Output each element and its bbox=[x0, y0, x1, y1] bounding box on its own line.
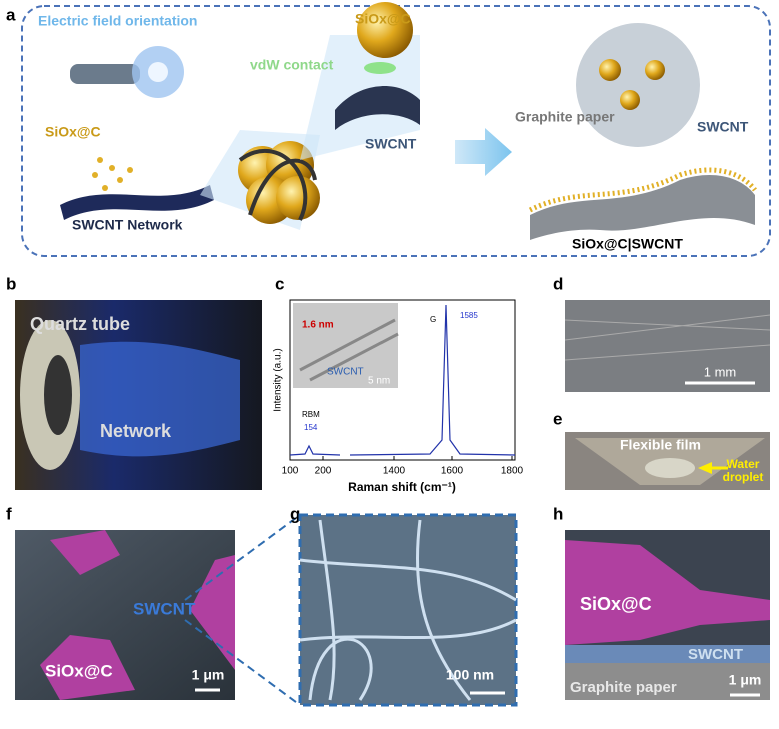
panel-label: e bbox=[553, 409, 562, 428]
sem-image bbox=[565, 300, 770, 392]
peak-label: 154 bbox=[304, 423, 318, 432]
spheres bbox=[599, 59, 665, 110]
inset-tube bbox=[309, 332, 399, 382]
peak-label: RBM bbox=[302, 410, 320, 419]
caption: SiOx@C bbox=[580, 594, 652, 614]
caption: Network bbox=[100, 421, 172, 441]
caption: Electric field orientation bbox=[38, 13, 197, 29]
inset-label: 1.6 nm bbox=[302, 320, 334, 331]
caption: Water droplet bbox=[722, 458, 764, 484]
caption: Flexible film bbox=[620, 437, 701, 453]
network-sheet bbox=[60, 185, 214, 220]
caption: SiOx@C bbox=[45, 661, 113, 680]
caption: SWCNT bbox=[688, 646, 743, 663]
graphite-paper bbox=[530, 175, 755, 240]
nanotube bbox=[335, 86, 420, 130]
spectrum bbox=[289, 304, 516, 456]
scale-label: 1 μm bbox=[192, 667, 225, 683]
coating bbox=[528, 167, 757, 213]
caption: SiOx@C|SWCNT bbox=[572, 236, 683, 252]
swcnt-layer bbox=[565, 645, 770, 663]
contact bbox=[364, 62, 396, 74]
particle bbox=[190, 555, 235, 670]
panel-label: h bbox=[553, 504, 563, 523]
scale-label: 1 μm bbox=[729, 672, 762, 688]
x-ticks: 100 200 1400 1600 1800 bbox=[282, 456, 524, 477]
caption: Graphite paper bbox=[515, 109, 615, 125]
x-axis-label: Raman shift (cm⁻¹) bbox=[348, 480, 456, 494]
caption: SiOx@C bbox=[45, 124, 101, 140]
panel-label: b bbox=[6, 274, 16, 293]
panel-label: f bbox=[6, 504, 12, 523]
caption: SWCNT bbox=[365, 136, 417, 152]
particle bbox=[565, 540, 770, 645]
caption: vdW contact bbox=[250, 57, 334, 73]
droplet bbox=[645, 458, 695, 478]
panel-label: g bbox=[290, 504, 300, 523]
x-tick-label: 100 bbox=[282, 466, 299, 477]
zoom-line bbox=[184, 619, 301, 706]
arrow bbox=[698, 462, 712, 474]
caption: Quartz tube bbox=[30, 314, 130, 334]
caption-box: Water droplet bbox=[722, 458, 764, 484]
caption: SWCNT Network bbox=[72, 217, 183, 233]
caption: SWCNT bbox=[133, 599, 196, 618]
peak-label: G bbox=[430, 315, 436, 324]
sem-image bbox=[298, 513, 518, 707]
field-core bbox=[148, 62, 168, 82]
texture bbox=[564, 314, 771, 361]
y-axis-label: Intensity (a.u.) bbox=[273, 348, 284, 411]
peak-label: 1585 bbox=[460, 311, 478, 320]
zoom-line bbox=[184, 514, 301, 601]
particle bbox=[50, 530, 120, 575]
nanotubes bbox=[299, 519, 517, 701]
arrow bbox=[455, 128, 512, 176]
x-tick-label: 200 bbox=[315, 466, 332, 477]
particle bbox=[40, 635, 135, 700]
panel-label: a bbox=[6, 5, 16, 24]
scale-label: 100 nm bbox=[446, 667, 494, 683]
zoom-circle bbox=[576, 23, 700, 147]
caption: SWCNT bbox=[697, 119, 749, 135]
x-tick-label: 1400 bbox=[383, 466, 406, 477]
caption: Graphite paper bbox=[570, 679, 677, 696]
inset-tube bbox=[299, 318, 396, 372]
inset-label: SWCNT bbox=[327, 367, 364, 378]
panel-label: d bbox=[553, 274, 563, 293]
sphere bbox=[357, 2, 413, 58]
cluster bbox=[238, 141, 320, 224]
inset-label: 5 nm bbox=[368, 376, 390, 387]
particles bbox=[92, 157, 133, 191]
tube-hole bbox=[44, 355, 72, 435]
scale-label: 1 mm bbox=[704, 364, 737, 379]
x-tick-label: 1600 bbox=[441, 466, 464, 477]
x-tick-label: 1800 bbox=[501, 466, 524, 477]
panel-label: c bbox=[275, 274, 284, 293]
network-glow bbox=[80, 341, 240, 457]
electrode bbox=[70, 64, 140, 84]
caption: SiOx@C bbox=[355, 11, 411, 27]
